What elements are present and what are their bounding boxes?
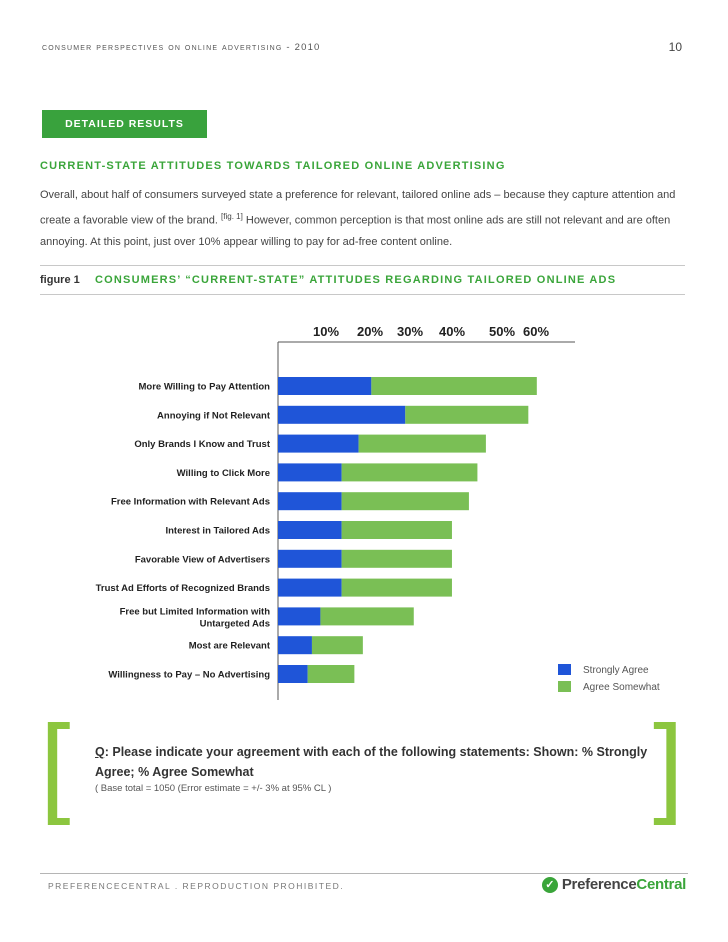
- legend-swatch: [558, 681, 571, 692]
- tick-label: 10%: [313, 324, 339, 339]
- category-label: More Willing to Pay Attention: [138, 382, 270, 393]
- intro-text-2: However, common perception is that most …: [40, 214, 671, 248]
- question-text: : Please indicate your agreement with ea…: [95, 745, 648, 779]
- logo: ✓ PreferenceCentral: [541, 876, 686, 893]
- tick-label: 20%: [357, 324, 383, 339]
- category-label: Most are Relevant: [189, 641, 271, 652]
- category-label: Willingness to Pay – No Advertising: [108, 670, 270, 681]
- figure-label: figure 1: [40, 274, 80, 286]
- left-bracket: [: [40, 703, 71, 826]
- category-label: Willing to Click More: [177, 468, 270, 479]
- figure-top-rule: [40, 265, 685, 266]
- category-label: Free Information with Relevant Ads: [111, 497, 270, 508]
- logo-text-part1: Preference: [561, 876, 637, 893]
- bar-agree-somewhat: [311, 636, 363, 655]
- bar-agree-somewhat: [320, 607, 414, 626]
- question-prefix: Q: [95, 745, 105, 759]
- bar-agree-somewhat: [307, 665, 355, 683]
- footer-copyright: PREFERENCECENTRAL . REPRODUCTION PROHIBI…: [48, 881, 345, 891]
- tick-label: 40%: [439, 324, 465, 339]
- logo-wordmark: PreferenceCentral: [562, 876, 686, 893]
- running-header: consumer perspectives on online advertis…: [42, 42, 321, 53]
- bar-strongly-agree: [278, 492, 342, 511]
- bar-agree-somewhat: [341, 521, 452, 539]
- category-label: Favorable View of Advertisers: [135, 554, 270, 565]
- logo-text-part2: Central: [636, 876, 686, 893]
- bar-agree-somewhat: [341, 549, 452, 568]
- intro-paragraph: Overall, about half of consumers surveye…: [40, 185, 690, 253]
- category-label: Only Brands I Know and Trust: [134, 439, 270, 450]
- bar-strongly-agree: [278, 607, 321, 626]
- bar-chart: 10% 20% 30% 40% 50% 60% More Willing to Pay At…: [96, 324, 660, 700]
- section-heading: CURRENT-STATE ATTITUDES TOWARDS TAILORED…: [40, 160, 506, 172]
- figure-bottom-rule: [40, 294, 685, 295]
- logo-icon: ✓: [541, 876, 558, 893]
- legend-label: Strongly Agree: [583, 665, 649, 676]
- bar-strongly-agree: [278, 377, 372, 395]
- bar-strongly-agree: [278, 521, 342, 539]
- footer-rule: [40, 873, 688, 874]
- bar-strongly-agree: [278, 665, 308, 683]
- legend-swatch: [558, 664, 571, 675]
- figure-title: CONSUMERS’ “CURRENT-STATE” ATTITUDES REG…: [95, 274, 617, 286]
- category-label: Trust Ad Efforts of Recognized Brands: [96, 583, 270, 594]
- tick-label: 30%: [397, 324, 423, 339]
- survey-question: Q: Please indicate your agreement with e…: [95, 742, 655, 782]
- bar-strongly-agree: [278, 636, 312, 655]
- section-tab: DETAILED RESULTS: [42, 110, 207, 138]
- bar-agree-somewhat: [405, 405, 529, 424]
- legend-label: Agree Somewhat: [583, 682, 660, 693]
- intro-text-1: Overall, about half of consumers surveye…: [40, 189, 676, 227]
- category-label: Free but Limited Information with Untarge…: [120, 606, 271, 629]
- bar-strongly-agree: [278, 434, 359, 453]
- page-number: 10: [668, 40, 682, 54]
- bar-agree-somewhat: [341, 492, 469, 511]
- base-note: ( Base total = 1050 (Error estimate = +/…: [95, 783, 332, 794]
- figure-citation: [fig. 1]: [221, 212, 243, 221]
- bar-agree-somewhat: [341, 463, 478, 482]
- category-label: Interest in Tailored Ads: [165, 526, 270, 537]
- category-label: Annoying if Not Relevant: [157, 410, 271, 421]
- bar-strongly-agree: [278, 578, 342, 597]
- bar-agree-somewhat: [341, 578, 452, 597]
- bar-agree-somewhat: [371, 377, 537, 395]
- tick-label: 60%: [523, 324, 549, 339]
- bar-strongly-agree: [278, 463, 342, 482]
- tick-label: 50%: [489, 324, 515, 339]
- bar-strongly-agree: [278, 405, 406, 424]
- bar-agree-somewhat: [358, 434, 486, 453]
- right-bracket: ]: [653, 703, 684, 826]
- bar-strongly-agree: [278, 549, 342, 568]
